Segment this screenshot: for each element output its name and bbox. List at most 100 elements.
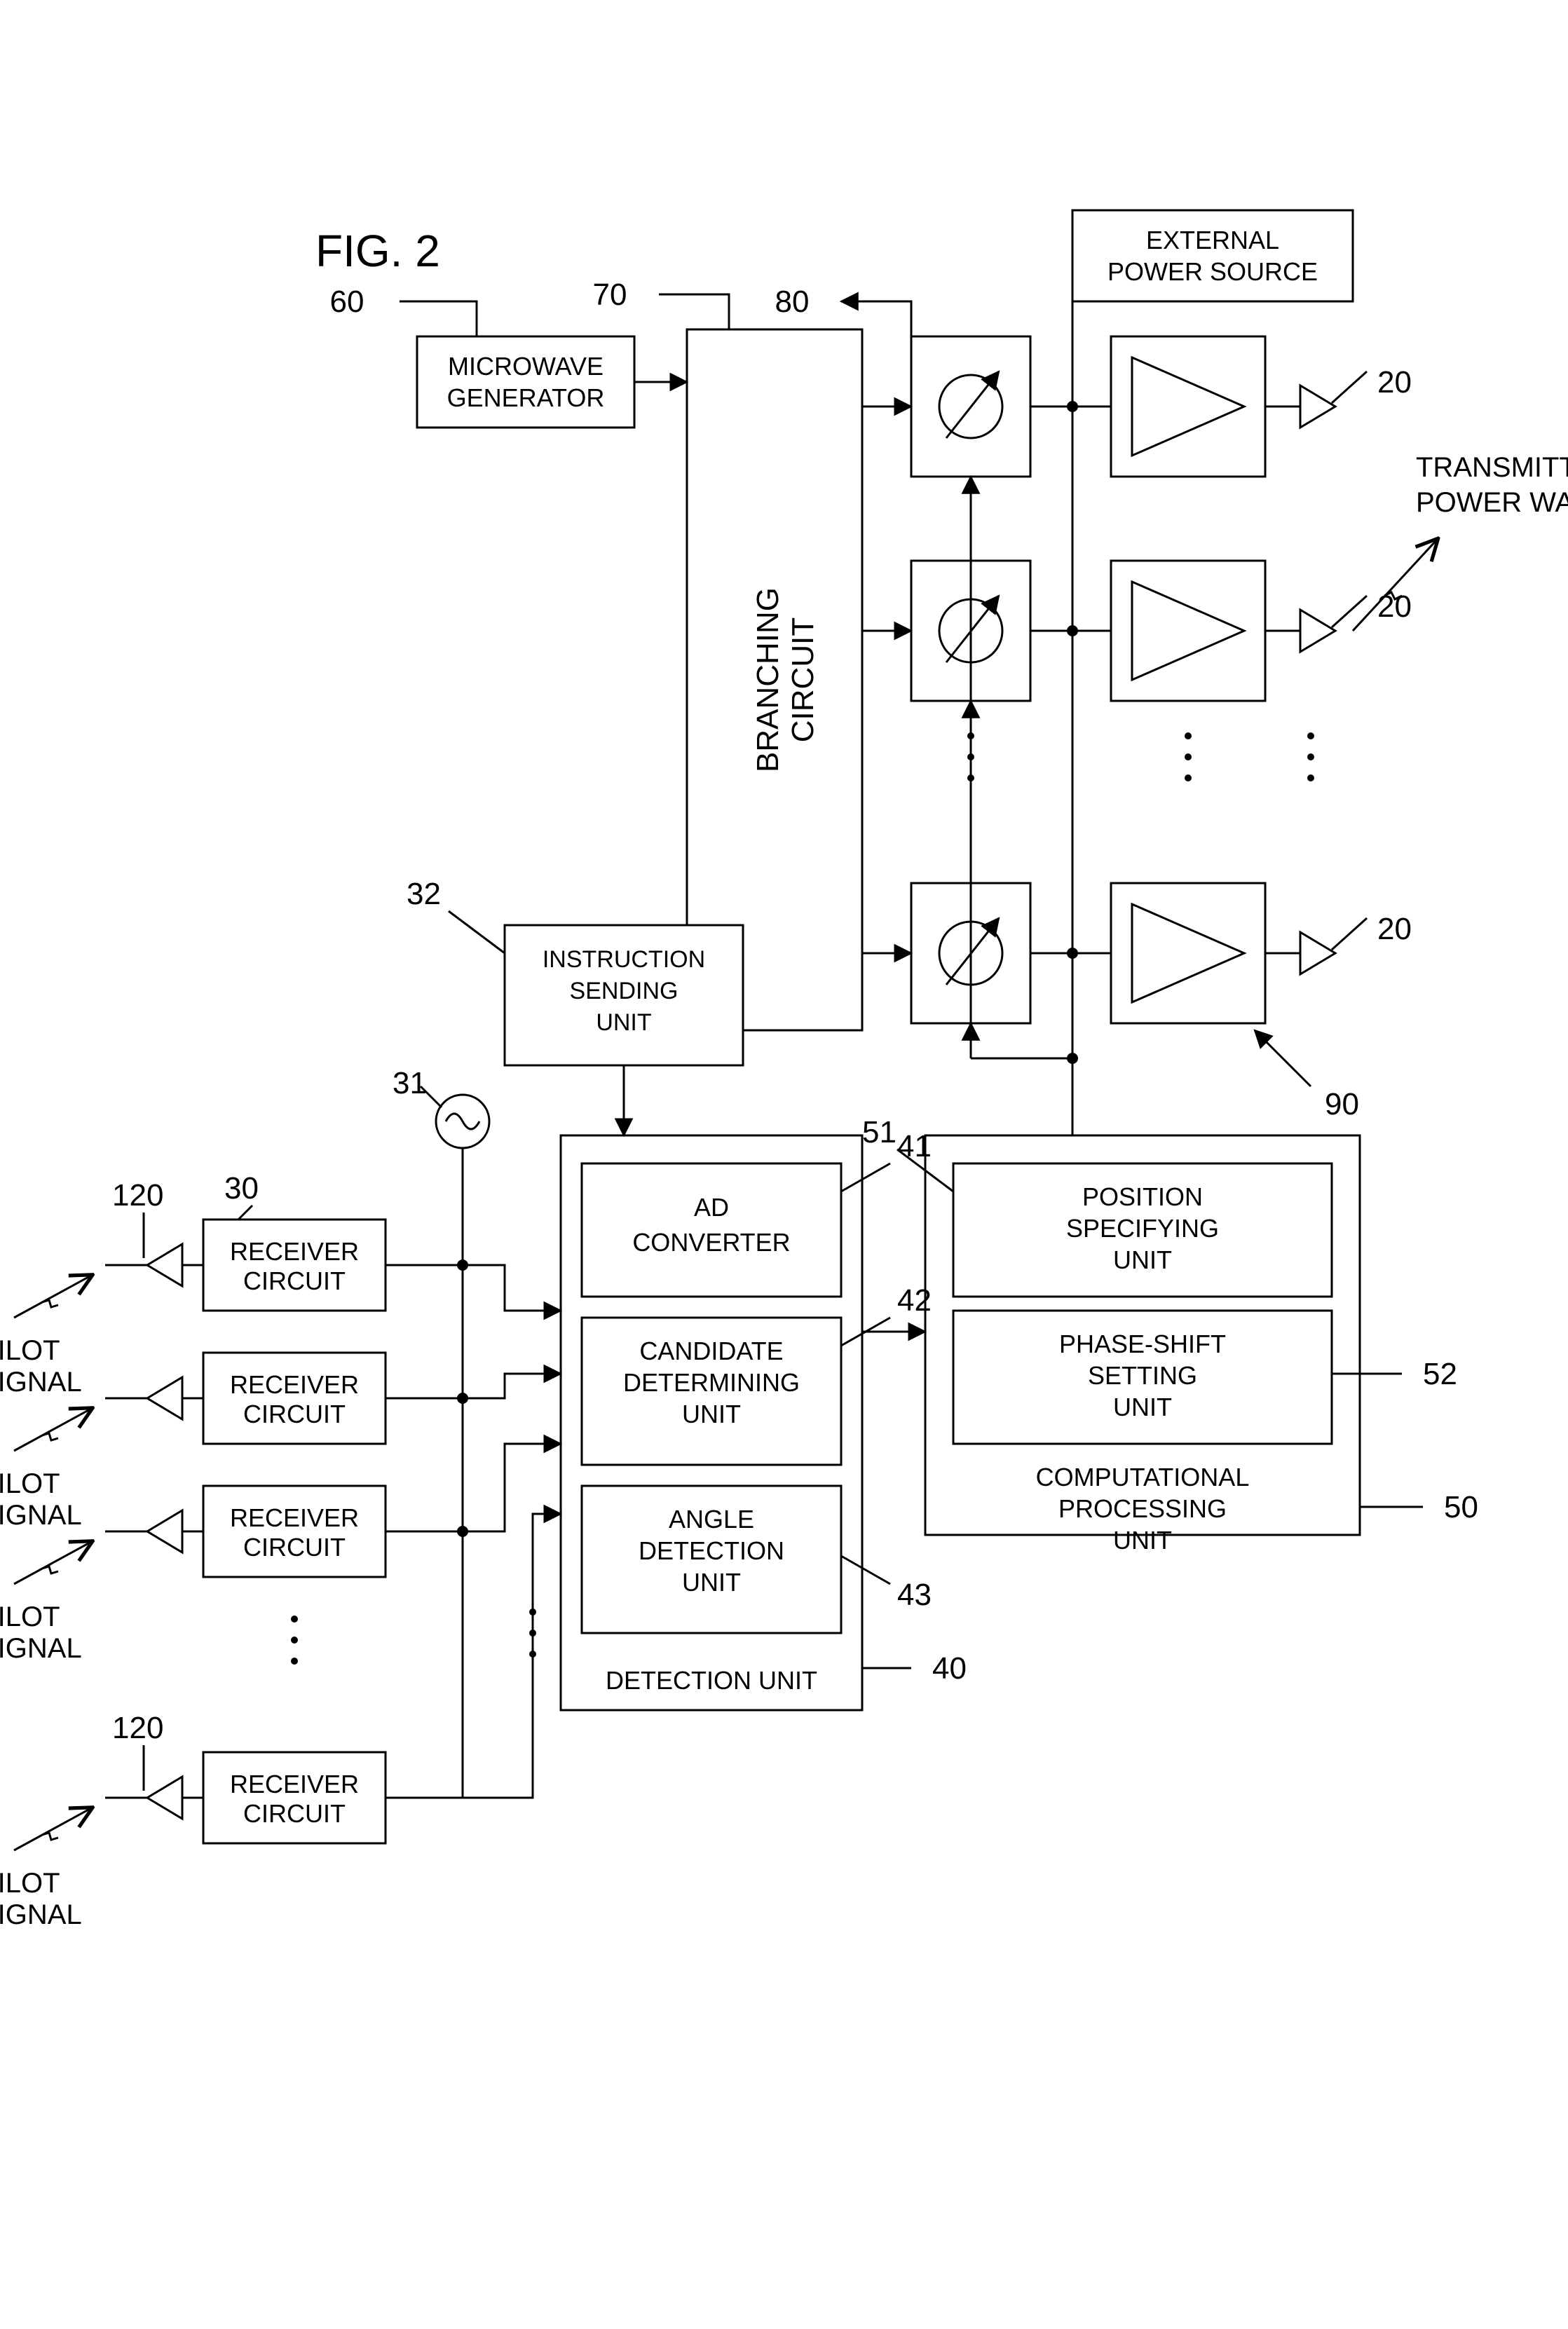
svg-text:DETERMINING: DETERMINING (623, 1368, 800, 1397)
candidate-determining-unit-block: CANDIDATE DETERMINING UNIT (582, 1318, 841, 1465)
svg-text:SIGNAL: SIGNAL (0, 1500, 82, 1531)
svg-text:ANGLE: ANGLE (669, 1505, 754, 1534)
svg-text:INSTRUCTION: INSTRUCTION (543, 946, 705, 973)
svg-text:SIGNAL: SIGNAL (0, 1633, 82, 1664)
figure-title: FIG. 2 (315, 226, 440, 276)
receiver-circuit-3 (203, 1486, 386, 1577)
svg-text:CIRCUIT: CIRCUIT (786, 617, 820, 742)
svg-text:UNIT: UNIT (682, 1400, 741, 1428)
svg-text:PILOT: PILOT (0, 1335, 60, 1366)
pilot-signal-label-3: PILOT SIGNAL (0, 1542, 91, 1664)
svg-text:POWER WAVE: POWER WAVE (1416, 487, 1568, 518)
svg-text:SENDING: SENDING (570, 978, 679, 1004)
leader-30 (238, 1206, 252, 1220)
ref-52: 52 (1423, 1357, 1457, 1391)
svg-text:PILOT: PILOT (0, 1868, 60, 1899)
tx-antenna-3 (1265, 932, 1335, 974)
rx-antenna-2 (105, 1377, 182, 1419)
svg-text:PILOT: PILOT (0, 1468, 60, 1499)
wire-rx4-det (463, 1514, 561, 1798)
ref-90: 90 (1325, 1087, 1359, 1121)
ref-30: 30 (224, 1171, 259, 1206)
svg-text:DETECTION: DETECTION (639, 1536, 784, 1565)
junction-dot (1067, 1053, 1078, 1064)
ref-50: 50 (1444, 1490, 1478, 1524)
ad-converter-block: AD CONVERTER (582, 1163, 841, 1297)
leader-20-3 (1332, 918, 1367, 950)
ref-20-1: 20 (1377, 365, 1412, 399)
leader-60 (400, 301, 477, 336)
phase-shift-setting-unit-block: PHASE-SHIFT SETTING UNIT (953, 1311, 1332, 1444)
pilot-signal-label-4: PILOT SIGNAL (0, 1808, 91, 1930)
pilot-signal-label-1: PILOT SIGNAL (0, 1276, 91, 1398)
ref-40: 40 (932, 1651, 967, 1686)
ref-51: 51 (862, 1115, 897, 1149)
svg-text:SETTING: SETTING (1088, 1361, 1197, 1390)
svg-text:CONVERTER: CONVERTER (632, 1228, 790, 1257)
svg-text:BRANCHING: BRANCHING (751, 587, 785, 772)
tx-antenna-1 (1265, 385, 1335, 428)
external-power-source-block: EXTERNAL POWER SOURCE (1072, 210, 1353, 301)
angle-detection-unit-block: ANGLE DETECTION UNIT (582, 1486, 841, 1633)
svg-text:POSITION: POSITION (1082, 1182, 1203, 1211)
svg-text:MICROWAVE: MICROWAVE (448, 352, 604, 381)
svg-text:SIGNAL: SIGNAL (0, 1899, 82, 1930)
svg-text:UNIT: UNIT (1113, 1393, 1172, 1421)
rx-antenna-3 (105, 1510, 182, 1552)
ref-20-3: 20 (1377, 912, 1412, 946)
amplifier-1 (1111, 336, 1265, 477)
svg-text:GENERATOR: GENERATOR (447, 383, 605, 412)
wire-rx1-det (463, 1265, 561, 1311)
ref-41: 41 (897, 1129, 932, 1163)
vdots-rx (291, 1616, 298, 1665)
position-specifying-unit-block: POSITION SPECIFYING UNIT (953, 1163, 1332, 1297)
svg-text:POWER SOURCE: POWER SOURCE (1107, 257, 1318, 286)
junction-dot (1067, 401, 1078, 412)
svg-text:UNIT: UNIT (682, 1568, 741, 1597)
amplifier-3 (1111, 883, 1265, 1023)
tx-antenna-2 (1265, 610, 1335, 652)
svg-text:DETECTION UNIT: DETECTION UNIT (606, 1666, 817, 1695)
leader-20-1 (1332, 371, 1367, 403)
ref-70: 70 (593, 278, 627, 312)
vdots-txant (1307, 732, 1314, 781)
svg-text:UNIT: UNIT (1113, 1526, 1172, 1555)
receiver-circuit-4 (203, 1752, 386, 1843)
oscillator-block (436, 1095, 489, 1148)
svg-text:PROCESSING: PROCESSING (1058, 1494, 1227, 1523)
ref-120-4: 120 (112, 1711, 163, 1745)
amplifier-2 (1111, 561, 1265, 701)
leader-70 (659, 294, 729, 329)
svg-text:PHASE-SHIFT: PHASE-SHIFT (1059, 1330, 1226, 1358)
ref-43: 43 (897, 1578, 932, 1612)
svg-text:UNIT: UNIT (1113, 1245, 1172, 1274)
svg-text:SIGNAL: SIGNAL (0, 1367, 82, 1398)
ref-60: 60 (330, 285, 364, 319)
svg-text:SPECIFYING: SPECIFYING (1066, 1214, 1219, 1243)
ref-20-2: 20 (1377, 589, 1412, 624)
svg-text:AD: AD (694, 1193, 729, 1222)
microwave-generator-block: MICROWAVE GENERATOR (417, 336, 634, 428)
ref-80: 80 (775, 285, 810, 319)
ref-42: 42 (897, 1283, 932, 1318)
svg-text:PILOT: PILOT (0, 1601, 60, 1632)
ref-120-1: 120 (112, 1178, 163, 1213)
wire-rx3-det (463, 1444, 561, 1531)
leader-90 (1255, 1030, 1311, 1086)
receiver-circuit-1 (203, 1220, 386, 1311)
svg-text:COMPUTATIONAL: COMPUTATIONAL (1036, 1463, 1250, 1491)
instruction-sending-unit-block: INSTRUCTION SENDING UNIT (505, 925, 743, 1065)
svg-text:CANDIDATE: CANDIDATE (639, 1337, 783, 1365)
junction-dot (1067, 625, 1078, 636)
leader-32 (449, 911, 505, 953)
wire-rx2-det (463, 1374, 561, 1398)
pilot-signal-label-2: PILOT SIGNAL (0, 1409, 91, 1531)
ref-32: 32 (407, 877, 441, 911)
phase-shifter-1 (911, 336, 1030, 477)
vdots-amplifier (1185, 732, 1192, 781)
svg-text:UNIT: UNIT (596, 1009, 651, 1036)
ref-31: 31 (393, 1066, 427, 1100)
svg-text:EXTERNAL: EXTERNAL (1146, 226, 1279, 254)
receiver-circuit-2 (203, 1353, 386, 1444)
svg-text:TRANSMITTED: TRANSMITTED (1416, 452, 1568, 483)
